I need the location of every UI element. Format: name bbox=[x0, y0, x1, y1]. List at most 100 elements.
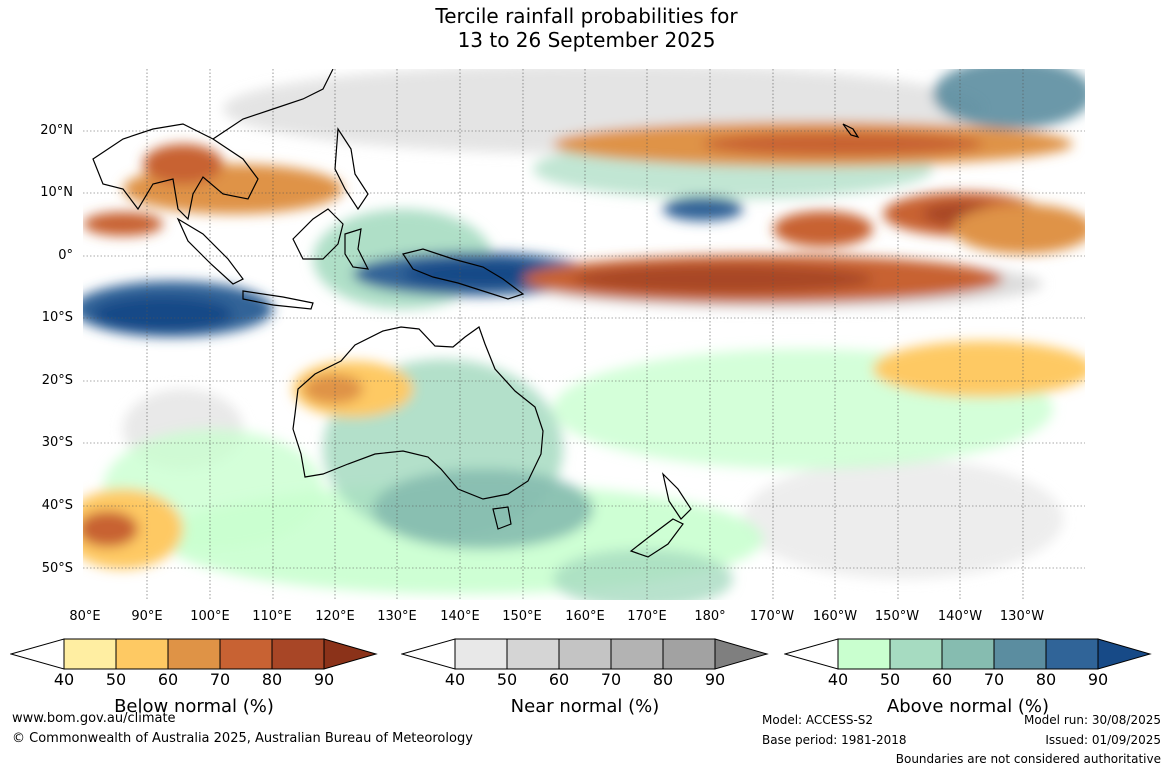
colorbar-above-swatch-80 bbox=[1045, 638, 1099, 670]
footer-website: www.bom.gov.au/climate bbox=[12, 711, 176, 726]
colorbar-above-tick-40: 40 bbox=[827, 670, 849, 689]
colorbar-below-low-triangle bbox=[10, 638, 65, 670]
lat-label-30s: 30°S bbox=[41, 435, 73, 450]
colorbar-above-tick-80: 80 bbox=[1035, 670, 1057, 689]
colorbar-above-tick-90: 90 bbox=[1087, 670, 1109, 689]
new-zealand-south bbox=[629, 518, 684, 558]
lon-label-170e: 170°E bbox=[627, 609, 667, 624]
shade-above-new-zealand bbox=[553, 549, 733, 600]
sulawesi-coast bbox=[344, 228, 370, 270]
colorbar-below-swatch-70 bbox=[219, 638, 273, 670]
colorbar-below-tick-50: 50 bbox=[105, 670, 127, 689]
colorbar-below-high-triangle bbox=[323, 638, 378, 670]
shade-above-cp bbox=[663, 197, 743, 221]
colorbar-near-tick-90: 90 bbox=[704, 670, 726, 689]
colorbar-above-tick-60: 60 bbox=[931, 670, 953, 689]
shaded-regions bbox=[83, 69, 1085, 600]
sumatra-coast bbox=[176, 217, 244, 285]
philippines-coast bbox=[334, 127, 369, 211]
colorbar-below-tick-40: 40 bbox=[53, 670, 75, 689]
footer-copyright: © Commonwealth of Australia 2025, Austra… bbox=[12, 731, 473, 746]
lat-label-0: 0° bbox=[58, 248, 73, 263]
shade-above-ne-pacific bbox=[933, 69, 1085, 129]
colorbar-near-tick-60: 60 bbox=[548, 670, 570, 689]
colorbar-below-swatch-80 bbox=[271, 638, 325, 670]
lon-label-160e: 160°E bbox=[565, 609, 605, 624]
colorbar-above-swatch-40 bbox=[837, 638, 891, 670]
lat-label-10s: 10°S bbox=[41, 310, 73, 325]
shade-near-normal-south bbox=[743, 459, 1063, 579]
lat-label-50s: 50°S bbox=[41, 561, 73, 576]
colorbar-below-swatch-40 bbox=[63, 638, 117, 670]
colorbar-near-high-triangle bbox=[714, 638, 769, 670]
china-coast bbox=[212, 69, 334, 140]
lon-label-130w: 130°W bbox=[999, 609, 1045, 624]
colorbar-near-tick-70: 70 bbox=[600, 670, 622, 689]
coastlines bbox=[92, 69, 860, 558]
colorbar-above-swatch-50 bbox=[889, 638, 943, 670]
lat-label-20s: 20°S bbox=[41, 373, 73, 388]
lon-label-160w: 160°W bbox=[812, 609, 858, 624]
lat-label-40s: 40°S bbox=[41, 498, 73, 513]
lon-label-80e: 80°E bbox=[69, 609, 101, 624]
australia-coast bbox=[292, 326, 544, 500]
title-line-1: Tercile rainfall probabilities for bbox=[435, 4, 738, 28]
shade-below-wa-core bbox=[303, 374, 363, 404]
new-zealand-north bbox=[661, 472, 692, 520]
colorbar-near-swatch-60 bbox=[558, 638, 612, 670]
lon-label-130e: 130°E bbox=[377, 609, 417, 624]
colorbar-near-tick-50: 50 bbox=[496, 670, 518, 689]
footer-base-period: Base period: 1981-2018 bbox=[762, 733, 907, 747]
colorbar-near-swatch-70 bbox=[610, 638, 664, 670]
colorbar-above-title: Above normal (%) bbox=[886, 696, 1050, 717]
colorbar-near-tick-80: 80 bbox=[652, 670, 674, 689]
shade-below-equatorial-core bbox=[573, 265, 873, 293]
shade-below-sumatra bbox=[83, 212, 163, 236]
footer-issued: Issued: 01/09/2025 bbox=[1045, 733, 1161, 747]
colorbar-near-swatch-40 bbox=[454, 638, 508, 670]
shade-below-se-asia-core bbox=[143, 144, 223, 184]
tasmania-coast bbox=[492, 506, 512, 530]
colorbar-below-tick-60: 60 bbox=[157, 670, 179, 689]
lat-label-20n: 20°N bbox=[40, 123, 73, 138]
probability-map bbox=[83, 69, 1085, 600]
new-guinea-coast bbox=[402, 248, 525, 300]
map-title: Tercile rainfall probabilities for 13 to… bbox=[0, 4, 1173, 52]
hawaii-coast bbox=[842, 123, 860, 139]
lat-label-10n: 10°N bbox=[40, 185, 73, 200]
colorbar-above-low-triangle bbox=[784, 638, 839, 670]
footer-model-run: Model run: 30/08/2025 bbox=[1023, 713, 1161, 727]
lon-label-140w: 140°W bbox=[937, 609, 983, 624]
lon-label-140e: 140°E bbox=[440, 609, 480, 624]
colorbar-below-swatch-50 bbox=[115, 638, 169, 670]
lon-label-90e: 90°E bbox=[131, 609, 163, 624]
shade-below-mid-eq bbox=[773, 211, 873, 247]
colorbar-near-swatch-50 bbox=[506, 638, 560, 670]
lon-label-110e: 110°E bbox=[252, 609, 292, 624]
shade-below-south-indian-core bbox=[83, 511, 138, 547]
colorbar-above-swatch-60 bbox=[941, 638, 995, 670]
colorbar-below-tick-90: 90 bbox=[313, 670, 335, 689]
title-line-2: 13 to 26 September 2025 bbox=[457, 28, 716, 52]
colorbar-near-normal bbox=[401, 638, 769, 670]
colorbar-below-title: Below normal (%) bbox=[114, 696, 274, 717]
colorbar-near-low-triangle bbox=[401, 638, 456, 670]
lon-label-100e: 100°E bbox=[190, 609, 230, 624]
colorbar-below-swatch-60 bbox=[167, 638, 221, 670]
colorbar-near-tick-40: 40 bbox=[444, 670, 466, 689]
lon-label-150e: 150°E bbox=[502, 609, 542, 624]
lon-label-170w: 170°W bbox=[749, 609, 795, 624]
colorbar-above-tick-50: 50 bbox=[879, 670, 901, 689]
footer-model: Model: ACCESS-S2 bbox=[762, 713, 874, 727]
shade-below-north-pacific-core bbox=[703, 132, 983, 156]
borneo-coast bbox=[292, 208, 344, 260]
colorbar-below-normal bbox=[10, 638, 378, 670]
colorbar-near-title: Near normal (%) bbox=[510, 696, 660, 717]
footer-boundaries: Boundaries are not considered authoritat… bbox=[895, 752, 1161, 766]
colorbar-below-tick-80: 80 bbox=[261, 670, 283, 689]
colorbar-below-tick-70: 70 bbox=[209, 670, 231, 689]
shade-below-ne-pacific bbox=[953, 204, 1085, 254]
colorbar-near-swatch-80 bbox=[662, 638, 716, 670]
colorbar-above-normal bbox=[784, 638, 1152, 670]
lon-label-180: 180° bbox=[694, 609, 726, 624]
